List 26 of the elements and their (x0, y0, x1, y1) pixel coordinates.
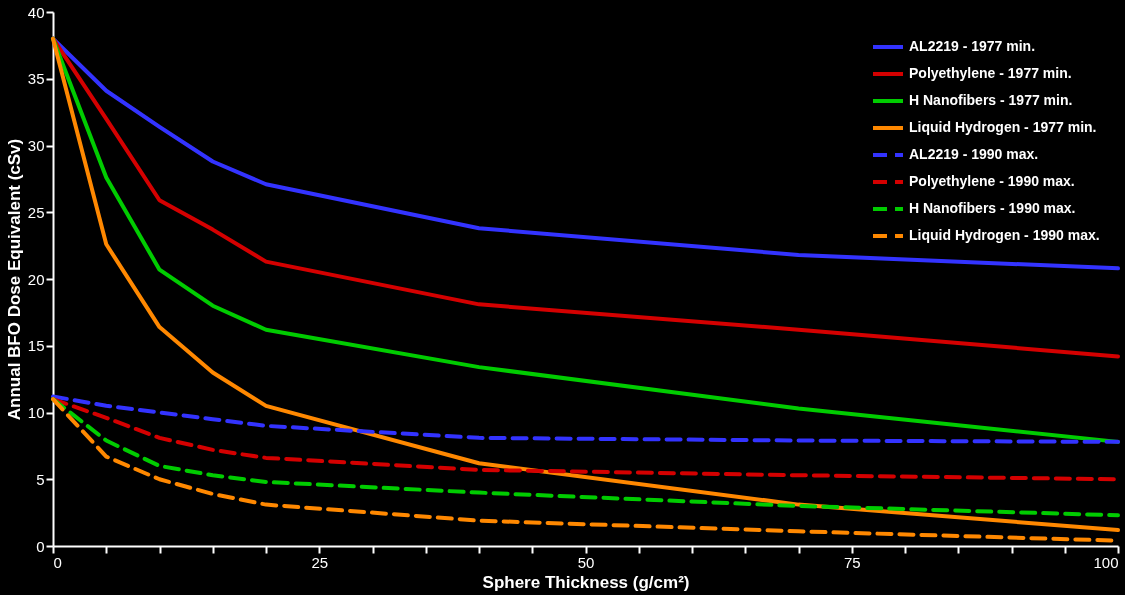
y-tick-label: 25 (27, 203, 45, 221)
legend-label: H Nanofibers - 1977 min. (909, 92, 1073, 108)
line-series (51, 36, 1120, 532)
y-tick-label: 0 (36, 537, 45, 555)
x-tick-label: 100 (1093, 553, 1119, 571)
y-tick-label: 5 (36, 470, 45, 488)
line-series (51, 394, 1120, 444)
legend-label: AL2219 - 1990 max. (909, 146, 1039, 162)
y-tick-label: 30 (27, 137, 45, 154)
x-tick-label: 25 (311, 553, 329, 571)
y-tick-label: 10 (27, 404, 45, 421)
y-axis-title: Annual BFO Dose Equivalent (cSv) (4, 138, 24, 421)
x-axis-title: Sphere Thickness (g/cm²) (482, 572, 690, 592)
x-tick-label: 0 (53, 553, 62, 571)
y-tick-label: 20 (27, 270, 45, 288)
y-tick-label: 40 (27, 3, 45, 21)
legend-label: Polyethylene - 1977 min. (909, 65, 1072, 81)
x-tick-label: 50 (577, 553, 595, 571)
legend-label: Polyethylene - 1990 max. (909, 173, 1075, 189)
legend-label: Liquid Hydrogen - 1990 max. (909, 227, 1100, 243)
legend-label: AL2219 - 1977 min. (909, 38, 1036, 54)
y-tick-label: 15 (27, 337, 45, 355)
x-tick-label: 75 (843, 553, 861, 571)
legend-label: H Nanofibers - 1990 max. (909, 200, 1076, 216)
y-tick-label: 35 (27, 70, 45, 88)
legend-label: Liquid Hydrogen - 1977 min. (909, 119, 1097, 135)
